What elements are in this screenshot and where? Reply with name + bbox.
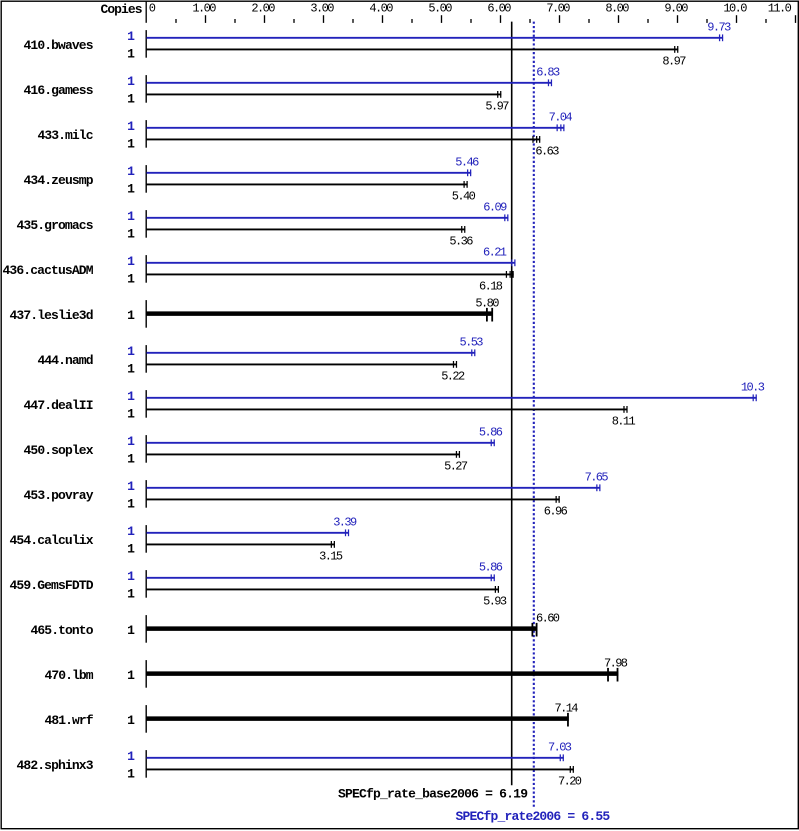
svg-text:6.21: 6.21 xyxy=(483,246,507,260)
svg-text:465.tonto: 465.tonto xyxy=(31,623,94,638)
svg-text:1: 1 xyxy=(127,542,135,557)
svg-text:5.80: 5.80 xyxy=(475,297,499,311)
svg-text:1: 1 xyxy=(127,389,135,404)
svg-text:1: 1 xyxy=(127,713,135,728)
svg-text:5.97: 5.97 xyxy=(485,100,509,114)
svg-text:1: 1 xyxy=(127,137,135,152)
svg-text:433.milc: 433.milc xyxy=(38,128,94,143)
svg-text:6.18: 6.18 xyxy=(479,280,503,294)
svg-text:5.22: 5.22 xyxy=(441,370,465,384)
svg-text:1: 1 xyxy=(127,587,135,602)
svg-text:482.sphinx3: 482.sphinx3 xyxy=(17,758,94,773)
svg-text:1: 1 xyxy=(127,749,135,764)
svg-text:1.00: 1.00 xyxy=(192,2,216,16)
svg-text:1: 1 xyxy=(127,524,135,539)
svg-text:1: 1 xyxy=(127,182,135,197)
svg-text:1: 1 xyxy=(127,119,135,134)
svg-text:1: 1 xyxy=(127,164,135,179)
svg-text:6.60: 6.60 xyxy=(536,612,560,626)
svg-text:416.gamess: 416.gamess xyxy=(24,83,94,98)
svg-text:6.00: 6.00 xyxy=(487,2,511,16)
svg-text:9.00: 9.00 xyxy=(664,2,688,16)
svg-text:5.00: 5.00 xyxy=(428,2,452,16)
svg-text:10.3: 10.3 xyxy=(741,381,765,395)
svg-text:1: 1 xyxy=(127,47,135,62)
svg-text:1: 1 xyxy=(127,29,135,44)
svg-text:450.soplex: 450.soplex xyxy=(24,443,94,458)
svg-text:5.36: 5.36 xyxy=(449,235,473,249)
svg-text:6.09: 6.09 xyxy=(483,201,507,215)
svg-text:410.bwaves: 410.bwaves xyxy=(24,38,94,53)
svg-text:Copies: Copies xyxy=(101,2,143,17)
svg-text:7.14: 7.14 xyxy=(555,702,579,716)
svg-text:8.97: 8.97 xyxy=(662,55,686,69)
svg-text:1: 1 xyxy=(127,254,135,269)
svg-text:453.povray: 453.povray xyxy=(24,488,94,503)
svg-text:1: 1 xyxy=(127,362,135,377)
svg-text:1: 1 xyxy=(127,497,135,512)
svg-text:5.40: 5.40 xyxy=(452,190,476,204)
svg-text:8.11: 8.11 xyxy=(612,415,636,429)
svg-text:5.93: 5.93 xyxy=(483,595,507,609)
svg-text:2.00: 2.00 xyxy=(251,2,275,16)
svg-text:1: 1 xyxy=(127,227,135,242)
svg-text:1: 1 xyxy=(127,308,135,323)
svg-text:1: 1 xyxy=(127,623,135,638)
svg-text:1: 1 xyxy=(127,479,135,494)
svg-text:454.calculix: 454.calculix xyxy=(10,533,94,548)
svg-text:7.20: 7.20 xyxy=(558,775,582,789)
svg-text:1: 1 xyxy=(127,209,135,224)
svg-text:6.83: 6.83 xyxy=(536,66,560,80)
svg-text:1: 1 xyxy=(127,668,135,683)
svg-text:1: 1 xyxy=(127,92,135,107)
svg-text:436.cactusADM: 436.cactusADM xyxy=(3,263,94,278)
svg-text:1: 1 xyxy=(127,767,135,782)
svg-text:7.03: 7.03 xyxy=(548,741,572,755)
svg-text:437.leslie3d: 437.leslie3d xyxy=(10,308,94,323)
svg-text:3.15: 3.15 xyxy=(319,550,343,564)
svg-text:1: 1 xyxy=(127,407,135,422)
svg-text:7.04: 7.04 xyxy=(549,111,573,125)
svg-text:1: 1 xyxy=(127,272,135,287)
svg-text:1: 1 xyxy=(127,344,135,359)
svg-text:1: 1 xyxy=(127,452,135,467)
svg-text:5.86: 5.86 xyxy=(479,561,503,575)
svg-text:434.zeusmp: 434.zeusmp xyxy=(24,173,94,188)
svg-text:6.96: 6.96 xyxy=(544,505,568,519)
svg-text:3.39: 3.39 xyxy=(333,516,357,530)
svg-text:7.98: 7.98 xyxy=(604,657,628,671)
svg-text:5.86: 5.86 xyxy=(479,426,503,440)
svg-text:3.00: 3.00 xyxy=(310,2,334,16)
svg-text:11.0: 11.0 xyxy=(768,2,792,16)
svg-text:10.0: 10.0 xyxy=(723,2,747,16)
svg-text:7.00: 7.00 xyxy=(546,2,570,16)
svg-text:5.27: 5.27 xyxy=(444,460,468,474)
svg-text:9.73: 9.73 xyxy=(707,21,731,35)
svg-text:5.46: 5.46 xyxy=(455,156,479,170)
svg-text:470.lbm: 470.lbm xyxy=(45,668,94,683)
svg-text:1: 1 xyxy=(127,74,135,89)
svg-text:1: 1 xyxy=(127,569,135,584)
svg-text:459.GemsFDTD: 459.GemsFDTD xyxy=(10,578,94,593)
svg-text:481.wrf: 481.wrf xyxy=(45,713,94,728)
svg-text:8.00: 8.00 xyxy=(605,2,629,16)
svg-text:SPECfp_rate2006 = 6.55: SPECfp_rate2006 = 6.55 xyxy=(456,809,611,824)
svg-text:SPECfp_rate_base2006 = 6.19: SPECfp_rate_base2006 = 6.19 xyxy=(338,787,528,802)
svg-text:7.65: 7.65 xyxy=(585,471,609,485)
svg-text:0: 0 xyxy=(149,2,156,16)
svg-text:435.gromacs: 435.gromacs xyxy=(17,218,94,233)
svg-text:6.63: 6.63 xyxy=(535,145,559,159)
svg-text:1: 1 xyxy=(127,434,135,449)
svg-text:5.53: 5.53 xyxy=(460,336,484,350)
svg-text:447.dealII: 447.dealII xyxy=(24,398,94,413)
svg-text:4.00: 4.00 xyxy=(369,2,393,16)
svg-text:444.namd: 444.namd xyxy=(38,353,94,368)
